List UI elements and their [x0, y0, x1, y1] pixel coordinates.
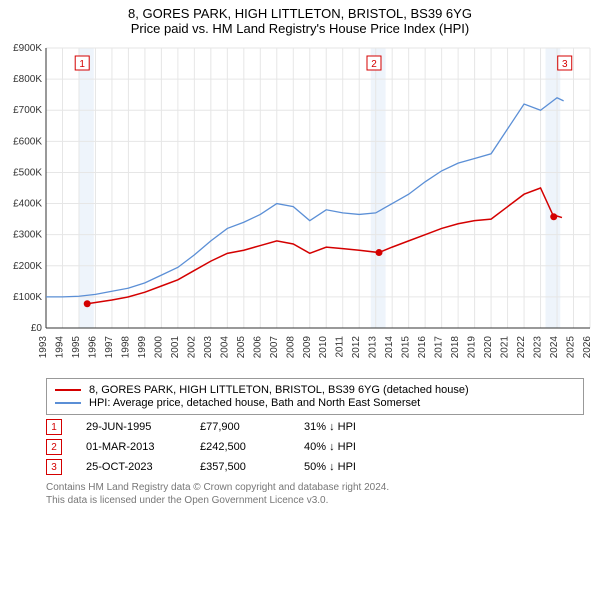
svg-text:2005: 2005 — [236, 336, 247, 359]
svg-text:1997: 1997 — [104, 336, 115, 359]
legend-item: 8, GORES PARK, HIGH LITTLETON, BRISTOL, … — [55, 384, 575, 396]
svg-text:2012: 2012 — [351, 336, 362, 359]
svg-text:£100K: £100K — [13, 292, 42, 303]
footer-line-2: This data is licensed under the Open Gov… — [46, 494, 584, 507]
svg-text:2007: 2007 — [269, 336, 280, 359]
footer-attribution: Contains HM Land Registry data © Crown c… — [46, 481, 584, 507]
transaction-badge: 2 — [46, 439, 62, 455]
transaction-badge: 3 — [46, 459, 62, 475]
svg-text:2002: 2002 — [186, 336, 197, 359]
transaction-date: 25-OCT-2023 — [86, 461, 176, 473]
svg-text:£600K: £600K — [13, 136, 42, 147]
svg-text:2026: 2026 — [582, 336, 593, 359]
legend-item: HPI: Average price, detached house, Bath… — [55, 397, 575, 409]
svg-text:2010: 2010 — [318, 336, 329, 359]
legend-label: HPI: Average price, detached house, Bath… — [89, 397, 420, 409]
svg-text:2008: 2008 — [285, 336, 296, 359]
transaction-badge: 1 — [46, 419, 62, 435]
transaction-date: 01-MAR-2013 — [86, 441, 176, 453]
svg-text:1996: 1996 — [87, 336, 98, 359]
svg-text:2017: 2017 — [434, 336, 445, 359]
svg-text:2016: 2016 — [417, 336, 428, 359]
svg-text:2020: 2020 — [483, 336, 494, 359]
transaction-row: 1 29-JUN-1995 £77,900 31% ↓ HPI — [46, 419, 584, 435]
legend-label: 8, GORES PARK, HIGH LITTLETON, BRISTOL, … — [89, 384, 469, 396]
transactions-table: 1 29-JUN-1995 £77,900 31% ↓ HPI 2 01-MAR-2013… — [46, 419, 584, 475]
chart-title: 8, GORES PARK, HIGH LITTLETON, BRISTOL, … — [0, 0, 600, 21]
svg-text:2023: 2023 — [533, 336, 544, 359]
transaction-row: 2 01-MAR-2013 £242,500 40% ↓ HPI — [46, 439, 584, 455]
svg-text:3: 3 — [562, 59, 568, 70]
transaction-price: £357,500 — [200, 461, 280, 473]
svg-text:2013: 2013 — [368, 336, 379, 359]
transaction-pct: 31% ↓ HPI — [304, 421, 414, 433]
svg-text:2009: 2009 — [302, 336, 313, 359]
footer-line-1: Contains HM Land Registry data © Crown c… — [46, 481, 584, 494]
svg-text:2021: 2021 — [500, 336, 511, 359]
svg-text:2024: 2024 — [549, 336, 560, 359]
svg-text:2025: 2025 — [566, 336, 577, 359]
transaction-row: 3 25-OCT-2023 £357,500 50% ↓ HPI — [46, 459, 584, 475]
svg-text:1993: 1993 — [38, 336, 49, 359]
transaction-pct: 50% ↓ HPI — [304, 461, 414, 473]
chart-subtitle: Price paid vs. HM Land Registry's House … — [0, 21, 600, 42]
svg-text:2015: 2015 — [401, 336, 412, 359]
svg-text:1994: 1994 — [54, 336, 65, 359]
transaction-price: £77,900 — [200, 421, 280, 433]
svg-text:2014: 2014 — [384, 336, 395, 359]
svg-text:£0: £0 — [31, 323, 43, 334]
svg-text:2019: 2019 — [467, 336, 478, 359]
svg-text:2: 2 — [371, 59, 377, 70]
legend: 8, GORES PARK, HIGH LITTLETON, BRISTOL, … — [46, 378, 584, 415]
svg-text:£200K: £200K — [13, 261, 42, 272]
svg-text:2000: 2000 — [153, 336, 164, 359]
svg-text:£400K: £400K — [13, 199, 42, 210]
svg-text:2001: 2001 — [170, 336, 181, 359]
svg-text:£700K: £700K — [13, 105, 42, 116]
svg-text:2006: 2006 — [252, 336, 263, 359]
transaction-price: £242,500 — [200, 441, 280, 453]
svg-text:£300K: £300K — [13, 230, 42, 241]
transaction-pct: 40% ↓ HPI — [304, 441, 414, 453]
svg-text:2003: 2003 — [203, 336, 214, 359]
legend-swatch — [55, 389, 81, 391]
legend-swatch — [55, 402, 81, 404]
svg-text:1: 1 — [79, 59, 85, 70]
svg-text:£500K: £500K — [13, 167, 42, 178]
svg-text:£900K: £900K — [13, 43, 42, 54]
svg-text:2011: 2011 — [335, 336, 346, 358]
svg-text:2022: 2022 — [516, 336, 527, 359]
svg-text:2018: 2018 — [450, 336, 461, 359]
price-chart: £0 £100K £200K £300K £400K £500K £600K £700K £80… — [0, 42, 600, 372]
svg-text:1998: 1998 — [120, 336, 131, 359]
svg-text:2004: 2004 — [219, 336, 230, 359]
svg-text:£800K: £800K — [13, 74, 42, 85]
svg-text:1999: 1999 — [137, 336, 148, 359]
transaction-date: 29-JUN-1995 — [86, 421, 176, 433]
svg-text:1995: 1995 — [71, 336, 82, 359]
